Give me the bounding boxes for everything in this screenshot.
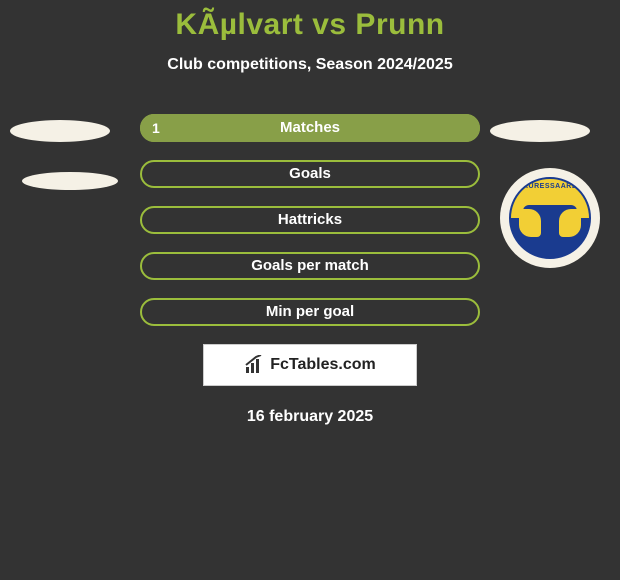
crest-wings (519, 209, 581, 237)
stat-bar-track (140, 252, 480, 280)
stat-bar-track (140, 160, 480, 188)
page-subtitle: Club competitions, Season 2024/2025 (0, 56, 620, 74)
stat-bar-track (140, 298, 480, 326)
stat-row: Hattricks (140, 206, 480, 234)
stat-row: Goals per match (140, 252, 480, 280)
page-title: KÃµlvart vs Prunn (0, 0, 620, 42)
stat-bar-fill (140, 114, 480, 142)
stat-row: Goals (140, 160, 480, 188)
player-left-badge-2 (22, 172, 118, 190)
stat-row: Min per goal (140, 298, 480, 326)
crest-wing-right (559, 209, 581, 237)
chart-icon (244, 355, 266, 375)
stat-bar-track (140, 206, 480, 234)
watermark-text: FcTables.com (270, 356, 376, 374)
player-left-badge-1 (10, 120, 110, 142)
player-right-badge-1 (490, 120, 590, 142)
crest-inner: KURESSAARE (509, 177, 591, 259)
stat-bars: 1Matches Goals Hattricks Goals per match Min… (140, 114, 480, 326)
stat-row: 1Matches (140, 114, 480, 142)
crest-text: KURESSAARE (511, 183, 589, 190)
stat-left-value: 1 (152, 114, 160, 142)
crest-wing-left (519, 209, 541, 237)
watermark: FcTables.com (203, 344, 417, 386)
chart-area: KURESSAARE 1Matches Goals Hattricks Goals p… (0, 114, 620, 426)
date-text: 16 february 2025 (0, 408, 620, 426)
player-right-crest: KURESSAARE (500, 168, 600, 268)
